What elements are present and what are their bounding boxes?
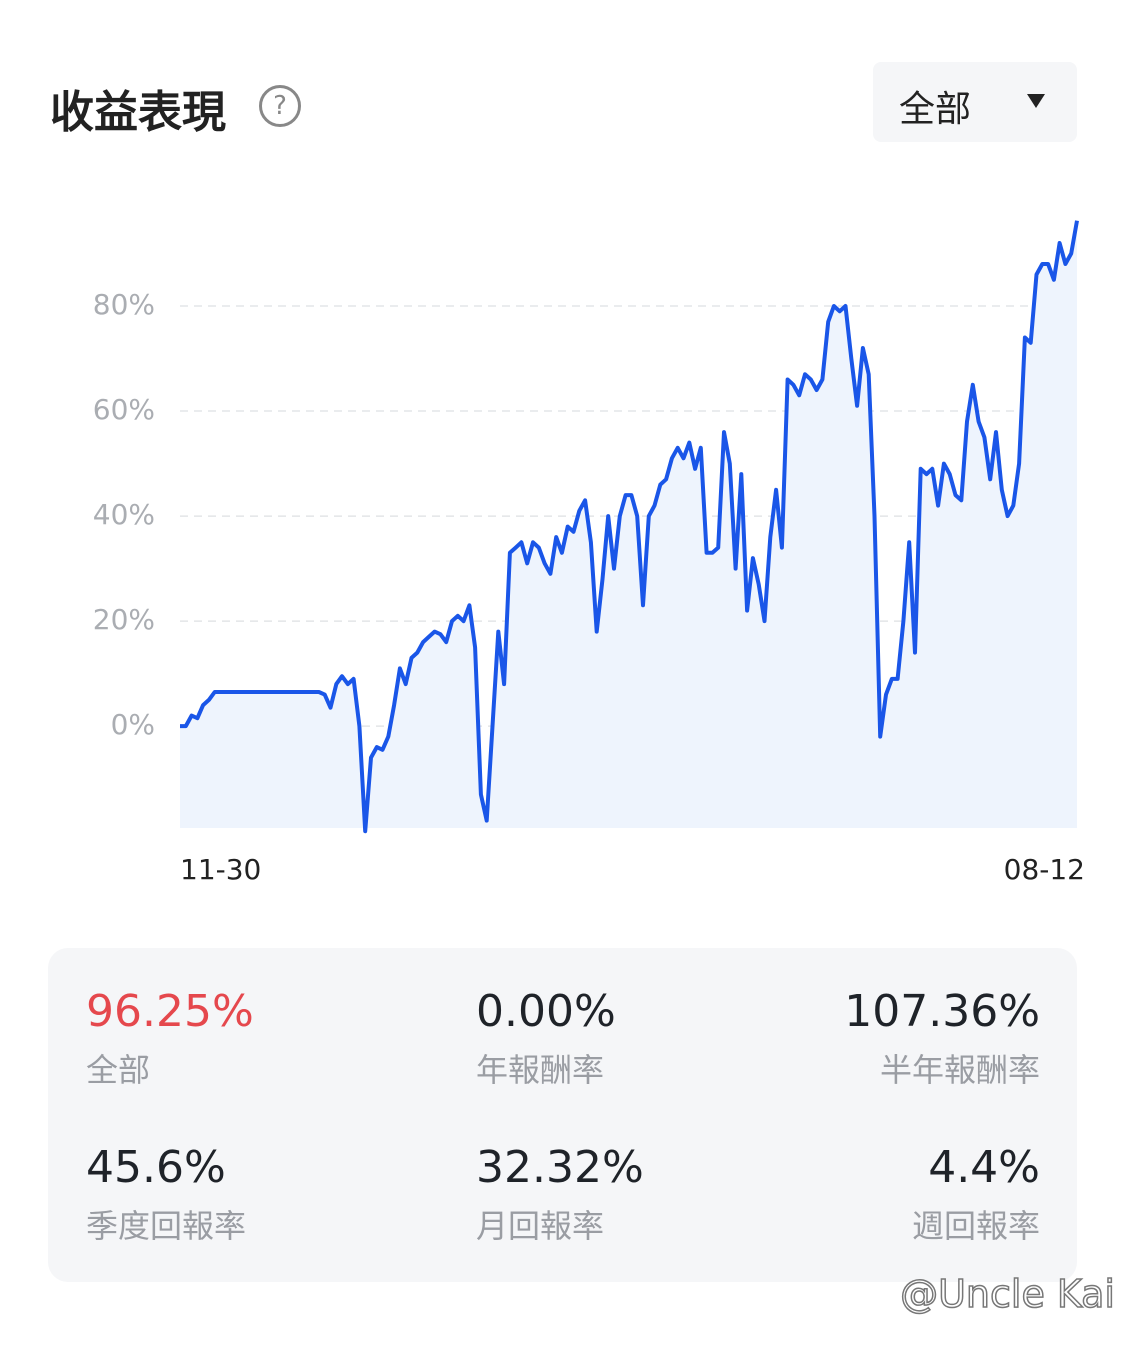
dropdown-arrow [1027,94,1045,108]
dropdown-label: 全部 [899,89,972,130]
y-tick-label: 60% [93,393,155,426]
stat-value: 96.25% [86,986,254,1037]
chart: 0% 20% 40% 60% 80% 11-30 08-12 [93,220,1085,886]
stat: 96.25% 全部 [86,986,406,1091]
x-tick-label: 08-12 [1004,853,1085,886]
stats-panel: 96.25% 全部 0.00% 年報酬率 107.36% 半年報酬率 45.6% 季度回報率 3… [48,948,1077,1282]
stat-value: 4.4% [928,1142,1040,1193]
stat: 45.6% 季度回報率 [86,1142,406,1247]
stat-value: 0.00% [476,986,616,1037]
watermark: @Uncle Kai [899,1271,1115,1317]
stat-label: 月回報率 [476,1207,605,1245]
stat-label: 全部 [86,1051,151,1089]
stat: 4.4% 週回報率 [720,1142,1040,1247]
y-tick-label: 80% [93,288,155,321]
line [180,220,1079,834]
stat-label: 半年報酬率 [879,1051,1040,1089]
stat-label: 年報酬率 [476,1051,605,1089]
help-icon[interactable]: ? [259,85,301,127]
stat: 32.32% 月回報率 [476,1142,796,1247]
stat: 107.36% 半年報酬率 [720,986,1040,1091]
y-tick-label: 0% [111,708,155,741]
stat-value: 32.32% [476,1142,644,1193]
stat-label: 季度回報率 [86,1207,247,1245]
page-title: 收益表現 [50,87,226,138]
area [180,220,1077,832]
stat-value: 45.6% [86,1142,226,1193]
y-tick-label: 20% [93,603,155,636]
x-tick-label: 11-30 [180,853,261,886]
stat-label: 週回報率 [911,1207,1040,1245]
stat-value: 107.36% [844,986,1040,1037]
y-tick-label: 40% [93,498,155,531]
range-dropdown[interactable]: 全部 [873,62,1077,142]
stat: 0.00% 年報酬率 [476,986,796,1091]
